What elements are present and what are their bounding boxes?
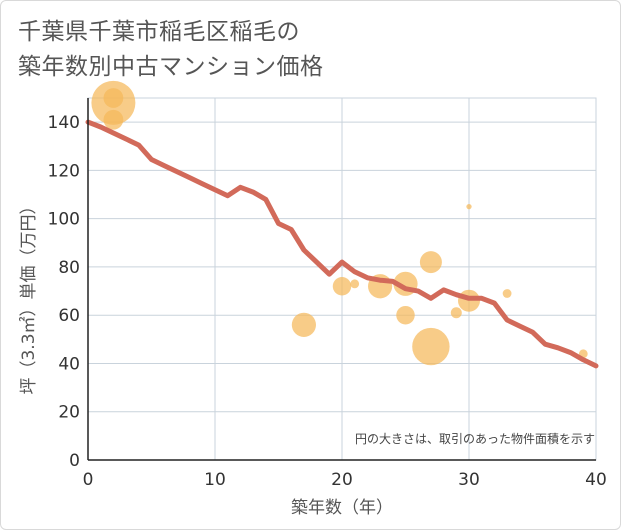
title-line-1: 千葉県千葉市稲毛区稲毛の [18,19,300,45]
scatter-point [412,327,450,366]
y-tick-label: 40 [58,354,80,374]
size-note: 円の大きさは、取引のあった物件面積を示す [355,431,595,446]
chart-title: 千葉県千葉市稲毛区稲毛の 築年数別中古マンション価格 [18,15,324,85]
scatter-point [332,277,352,296]
scatter-point [396,305,415,325]
axis-layer: 0 10 20 30 40 0 20 40 60 80 100 120 140 [48,98,607,490]
y-tick-label: 20 [58,403,80,423]
y-tick-label: 140 [48,113,80,133]
x-tick-label: 30 [458,470,480,490]
scatter-point [103,109,124,130]
x-tick-label: 10 [204,470,226,490]
trend-line [85,119,599,369]
scatter-point [103,88,124,108]
y-tick-label: 0 [69,451,80,471]
scatter-point [350,279,360,289]
y-tick-label: 60 [58,306,80,326]
x-tick-label: 20 [331,470,353,490]
title-line-2: 築年数別中古マンション価格 [18,54,324,80]
x-tick-label: 40 [585,470,607,490]
scatter-point [419,251,442,274]
y-axis-label: 坪（3.3㎡）単価（万円） [19,197,39,394]
scatter-point [502,289,512,298]
x-tick-label: 0 [83,470,94,490]
scatter-point [450,307,462,319]
scatter-point [466,203,472,210]
y-tick-label: 120 [48,161,80,181]
x-axis-label: 築年数（年） [291,498,393,518]
scatter-point [291,312,316,337]
y-tick-label: 80 [58,258,80,278]
y-tick-label: 100 [48,210,80,230]
